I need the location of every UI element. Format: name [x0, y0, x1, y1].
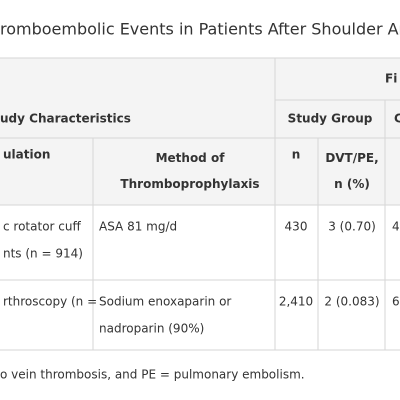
table-cell-line: ulation [3, 148, 50, 162]
table-cell-line: n (%) [334, 177, 370, 191]
table-cell-line: c rotator cuff [3, 220, 81, 234]
header-cell: C [394, 112, 400, 126]
table-cell-line: Sodium enoxaparin or [99, 295, 231, 309]
table-cell-line: 4 [392, 220, 400, 234]
table-title: romboembolic Events in Patients After Sh… [0, 20, 400, 39]
table-cell-line: nadroparin (90%) [99, 322, 204, 336]
header-cell: udy Characteristics [0, 112, 131, 126]
table-cell-line: Thromboprophylaxis [120, 177, 259, 191]
table-cell-line: ASA 81 mg/d [99, 220, 177, 234]
table-cell-line: 3 (0.70) [328, 220, 376, 234]
header-background [0, 58, 400, 205]
table-cell-line: nts (n = 914) [3, 247, 83, 261]
table-cell-line: 430 [285, 220, 308, 234]
header-cell: Fi [385, 72, 397, 86]
table-cell-line: 6 [392, 295, 400, 309]
table-cell-line: 2,410 [279, 295, 313, 309]
footnote: o vein thrombosis, and PE = pulmonary em… [0, 368, 305, 382]
table-cell-line: Method of [156, 151, 226, 165]
table-cell-line: 2 (0.083) [324, 295, 379, 309]
table-cell-line: n [292, 148, 301, 162]
header-cell: Study Group [288, 112, 373, 126]
table-cell-line: DVT/PE, [325, 151, 378, 165]
table-cell-line: rthroscopy (n = [3, 295, 97, 309]
